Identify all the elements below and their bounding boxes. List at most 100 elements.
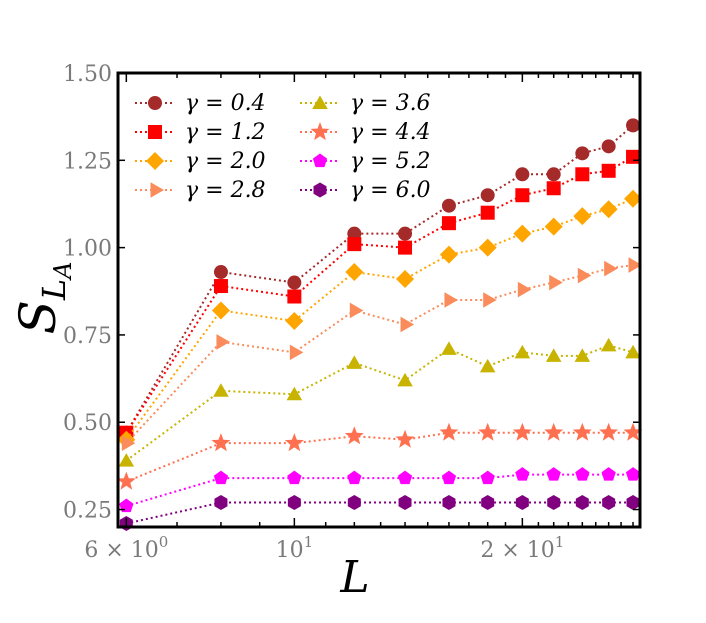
data-point: [439, 422, 459, 441]
data-point: [478, 238, 497, 257]
data-point: [284, 433, 304, 452]
data-point: [479, 358, 496, 373]
data-point: [398, 226, 413, 241]
data-point: [512, 422, 532, 441]
data-point: [517, 281, 532, 298]
x-tick-exponent: 1: [304, 533, 314, 551]
data-point: [575, 495, 589, 511]
data-point: [600, 337, 617, 352]
legend-label: γ = 5.2: [350, 149, 431, 174]
legend-marker: [313, 182, 327, 198]
data-point: [347, 495, 361, 511]
data-point: [544, 422, 564, 441]
data-point: [211, 433, 231, 452]
data-point: [396, 270, 415, 289]
x-tick-mantissa: 2: [480, 538, 494, 563]
data-point: [546, 181, 561, 196]
series-line: [125, 124, 634, 434]
data-point: [545, 348, 562, 362]
data-point: [547, 495, 561, 511]
data-point: [602, 495, 616, 511]
legend-item: γ = 2.8: [135, 178, 266, 203]
data-point: [119, 498, 134, 513]
data-point: [515, 467, 530, 481]
data-point: [480, 205, 495, 220]
series-line: [125, 344, 634, 462]
x-tick-exponent: 0: [159, 533, 169, 551]
data-point: [601, 139, 616, 154]
series-8: [119, 495, 640, 532]
legend-marker: [312, 95, 328, 109]
data-point: [601, 163, 616, 178]
data-point: [604, 260, 618, 277]
data-point: [515, 495, 529, 511]
legend-item: γ = 3.6: [300, 91, 431, 116]
data-point: [574, 348, 591, 362]
data-point: [546, 167, 561, 182]
data-point: [573, 207, 592, 226]
legend-marker: [310, 122, 330, 141]
plot-frame: [116, 71, 642, 529]
data-point: [625, 344, 641, 359]
data-point: [478, 422, 498, 441]
legend-item: γ = 2.0: [135, 149, 266, 174]
legend-item: γ = 6.0: [300, 178, 431, 203]
legend-label: γ = 2.0: [185, 149, 266, 174]
data-point: [577, 267, 592, 284]
data-point: [481, 495, 495, 511]
series-line: [126, 473, 634, 508]
y-tick-label: 0.75: [63, 324, 112, 349]
x-tick-times: ×: [98, 538, 130, 563]
data-point: [213, 383, 229, 397]
data-point: [344, 426, 364, 445]
legend-label: γ = 2.8: [185, 178, 266, 203]
x-tick-label: 6 × 100: [84, 533, 168, 563]
data-point: [515, 188, 530, 203]
series-layer: [116, 118, 643, 532]
y-axis-label-sub: L: [35, 279, 73, 301]
data-point: [599, 422, 619, 441]
legend-marker: [150, 182, 164, 198]
data-point: [400, 316, 415, 333]
data-point: [625, 467, 641, 481]
series-1: [119, 118, 641, 440]
data-point: [287, 470, 302, 485]
x-tick-exponent: 1: [555, 533, 565, 551]
data-point: [441, 470, 457, 485]
x-tick-base: 10: [276, 538, 304, 563]
data-point: [286, 386, 303, 401]
data-point: [287, 275, 302, 290]
data-point: [575, 467, 590, 481]
data-point: [347, 237, 362, 252]
x-tick-times: ×: [494, 538, 526, 563]
legend-label: γ = 1.2: [185, 120, 266, 145]
data-point: [546, 467, 561, 481]
legend-label: γ = 0.4: [185, 91, 266, 116]
y-axis-label: SLA: [9, 262, 77, 335]
y-tick-label: 1.50: [63, 62, 112, 87]
data-point: [480, 470, 495, 485]
data-point: [214, 495, 228, 511]
legend-marker: [146, 152, 164, 170]
data-point: [599, 200, 618, 219]
data-point: [398, 495, 412, 511]
data-point: [287, 495, 301, 511]
data-point: [121, 435, 136, 451]
data-point: [398, 240, 413, 255]
data-point: [513, 224, 532, 243]
data-point: [480, 188, 495, 203]
data-point: [441, 198, 456, 213]
series-3: [117, 189, 643, 449]
legend-item: γ = 0.4: [135, 91, 266, 116]
data-point: [213, 470, 229, 485]
x-tick-label: 101: [276, 533, 314, 563]
legend-item: γ = 5.2: [300, 149, 431, 174]
data-point: [213, 265, 228, 280]
data-point: [347, 470, 362, 485]
data-point: [626, 149, 641, 164]
x-axis-label: L: [339, 552, 369, 603]
x-tick-label: 2 × 101: [480, 533, 564, 563]
series-5: [118, 337, 641, 467]
legend-label: γ = 3.6: [350, 91, 431, 116]
